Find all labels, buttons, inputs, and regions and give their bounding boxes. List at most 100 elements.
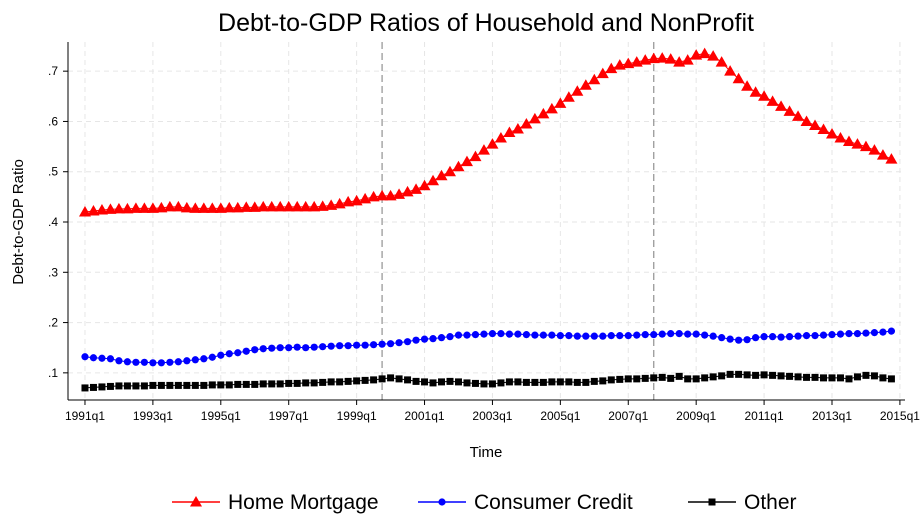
marker [607, 332, 615, 340]
marker [104, 203, 117, 214]
marker [418, 179, 431, 191]
marker [707, 50, 720, 61]
marker [667, 330, 675, 338]
marker [98, 354, 106, 362]
marker [180, 201, 193, 213]
marker [794, 373, 802, 381]
marker [667, 374, 675, 382]
marker [378, 375, 386, 383]
marker [650, 331, 658, 339]
marker [851, 138, 864, 149]
marker [887, 327, 896, 335]
marker [868, 144, 881, 155]
marker [155, 201, 168, 213]
marker [811, 373, 819, 381]
marker [692, 375, 700, 383]
marker [887, 375, 895, 383]
marker [299, 200, 312, 212]
marker [488, 380, 496, 388]
marker [582, 378, 590, 386]
y-axis-label: Debt-to-GDP Ratio [10, 159, 27, 285]
marker [308, 200, 321, 212]
marker [206, 202, 219, 213]
marker [809, 119, 822, 130]
x-tick-label: 2011q1 [745, 409, 784, 423]
x-tick-label: 1993q1 [133, 409, 173, 423]
marker [650, 374, 658, 382]
marker [777, 372, 785, 380]
marker [701, 374, 709, 382]
marker [497, 379, 505, 387]
marker [828, 374, 836, 382]
marker [556, 332, 564, 340]
marker [191, 356, 199, 364]
marker [189, 202, 202, 213]
marker [862, 371, 870, 379]
marker [208, 381, 216, 389]
x-tick-label: 1999q1 [337, 409, 377, 423]
marker [497, 330, 505, 338]
marker [842, 135, 855, 147]
marker [344, 377, 352, 385]
marker [471, 379, 479, 387]
marker [293, 343, 301, 351]
marker [539, 378, 547, 386]
marker [752, 371, 760, 379]
marker [573, 378, 581, 386]
marker [698, 47, 711, 59]
marker [522, 331, 530, 339]
marker [146, 202, 159, 213]
marker [520, 117, 533, 129]
marker [225, 350, 233, 358]
marker [486, 138, 499, 149]
marker [870, 372, 878, 380]
marker [242, 347, 250, 355]
marker [149, 381, 157, 389]
marker [231, 201, 244, 213]
marker [624, 332, 632, 340]
marker [319, 378, 327, 386]
marker [463, 379, 471, 387]
marker [319, 343, 327, 351]
marker [735, 336, 743, 344]
marker [316, 200, 329, 211]
marker [89, 383, 97, 391]
marker [276, 344, 284, 352]
marker [514, 330, 522, 338]
marker [760, 371, 768, 379]
marker [879, 328, 887, 336]
marker [87, 204, 100, 216]
marker [149, 359, 157, 367]
marker [658, 373, 666, 381]
marker [690, 49, 703, 60]
marker [783, 105, 796, 116]
marker [724, 65, 737, 76]
marker [200, 355, 208, 363]
marker [259, 380, 267, 388]
marker [410, 183, 423, 194]
marker [361, 376, 369, 384]
marker [675, 372, 683, 380]
marker [115, 357, 123, 365]
marker [819, 331, 828, 339]
marker [596, 67, 609, 79]
marker [81, 384, 89, 392]
marker [531, 331, 539, 339]
marker [429, 379, 437, 387]
marker [172, 200, 185, 212]
marker [613, 59, 626, 70]
marker [214, 202, 227, 213]
marker [234, 349, 242, 357]
marker [248, 201, 261, 212]
marker [370, 376, 378, 384]
marker [268, 380, 276, 388]
marker [121, 202, 134, 214]
marker [760, 333, 768, 341]
marker [429, 335, 437, 343]
marker [217, 351, 225, 359]
marker [123, 358, 132, 366]
marker [132, 358, 140, 366]
marker [123, 382, 131, 390]
marker [590, 377, 598, 385]
marker [605, 62, 618, 74]
